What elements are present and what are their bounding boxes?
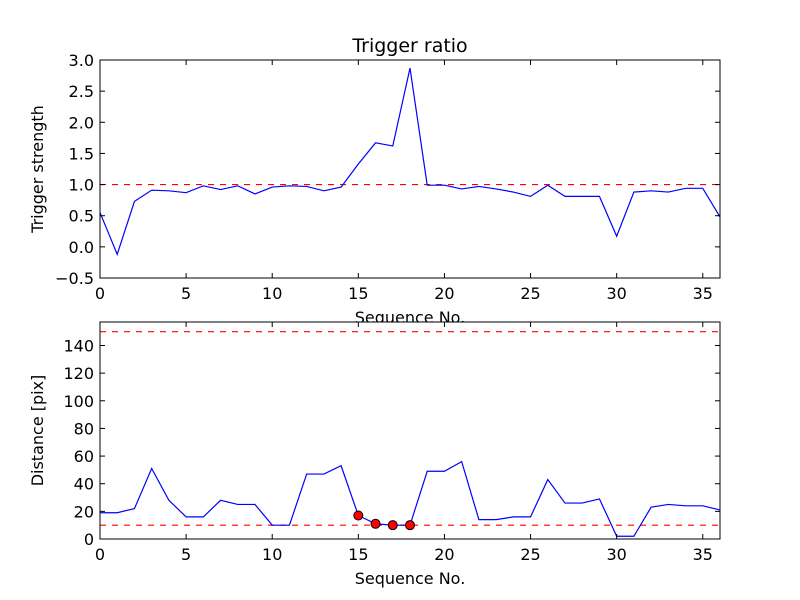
y-tick-label: 2.0 bbox=[69, 113, 94, 132]
x-tick-label: 25 bbox=[520, 545, 540, 564]
plot-area bbox=[100, 60, 720, 278]
y-tick-label: 1.0 bbox=[69, 176, 94, 195]
y-axis-label: Trigger strength bbox=[28, 105, 47, 234]
plot-frame bbox=[99, 321, 721, 540]
plot-area bbox=[100, 322, 720, 539]
plot-frame bbox=[99, 59, 721, 279]
chart-title: Trigger ratio bbox=[351, 35, 467, 57]
y-tick-label: 120 bbox=[63, 364, 94, 383]
x-tick-label: 15 bbox=[348, 545, 368, 564]
y-tick-label: 0 bbox=[84, 530, 94, 549]
x-tick-label: 20 bbox=[434, 545, 454, 564]
x-tick-label: 15 bbox=[348, 284, 368, 303]
y-tick-label: 40 bbox=[74, 475, 94, 494]
y-tick-label: 0.0 bbox=[69, 238, 94, 257]
x-tick-label: 35 bbox=[693, 284, 713, 303]
y-tick-label: 20 bbox=[74, 502, 94, 521]
x-tick-label: 25 bbox=[520, 284, 540, 303]
y-tick-label: 80 bbox=[74, 419, 94, 438]
x-axis-label: Sequence No. bbox=[355, 569, 466, 588]
x-tick-label: 10 bbox=[262, 545, 282, 564]
y-tick-label: 1.5 bbox=[69, 144, 94, 163]
y-tick-label: 0.5 bbox=[69, 207, 94, 226]
chart-panel-1: 0 5 10 15 20 25 30 35 −0.5 0.0 0.5 1.0 1.5 2.0 2.5 3.0 T… bbox=[28, 35, 721, 327]
data-point-marker bbox=[387, 520, 398, 531]
x-tick-label: 0 bbox=[95, 284, 105, 303]
series-line bbox=[100, 67, 720, 257]
data-point-marker bbox=[370, 518, 381, 529]
x-tick-label: 5 bbox=[181, 284, 191, 303]
y-tick-label: −0.5 bbox=[55, 269, 94, 288]
data-point-marker bbox=[405, 520, 415, 531]
y-tick-label: 3.0 bbox=[69, 51, 94, 70]
x-tick-label: 30 bbox=[606, 545, 626, 564]
y-axis-label: Distance [pix] bbox=[28, 375, 47, 487]
x-tick-label: 35 bbox=[693, 545, 713, 564]
y-tick-label: 2.5 bbox=[69, 82, 94, 101]
x-tick-label: 0 bbox=[95, 545, 105, 564]
x-tick-label: 20 bbox=[434, 284, 454, 303]
x-tick-label: 10 bbox=[262, 284, 282, 303]
y-tick-label: 140 bbox=[63, 336, 94, 355]
chart-panel-2: 0 5 10 15 20 25 30 35 0 20 40 60 80 100 120 140 Sequence… bbox=[28, 321, 721, 588]
plot-data bbox=[100, 67, 720, 257]
data-point-marker bbox=[353, 510, 364, 521]
y-tick-label: 60 bbox=[74, 447, 94, 466]
x-tick-label: 30 bbox=[606, 284, 626, 303]
x-tick-label: 5 bbox=[181, 545, 191, 564]
y-tick-label: 100 bbox=[63, 392, 94, 411]
